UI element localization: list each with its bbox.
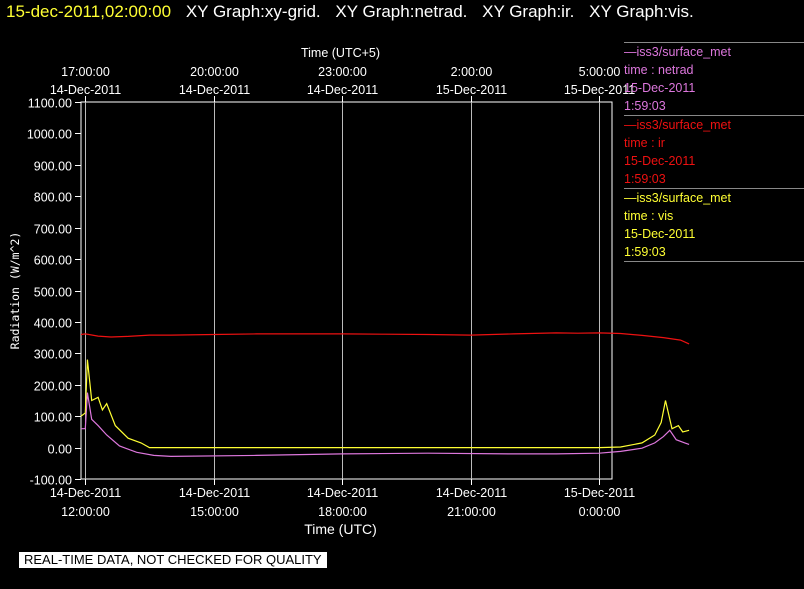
x-tick-label-time: 0:00:00: [579, 505, 621, 519]
legend-separator: [624, 115, 804, 116]
y-tick-label: 700.00: [34, 223, 72, 237]
legend: —iss3/surface_met time : netrad 15-Dec-2…: [624, 42, 804, 262]
legend-date: 15-Dec-2011: [624, 227, 696, 241]
header-graph-ir: XY Graph:ir.: [482, 2, 575, 21]
x-axis-label: Time (UTC): [304, 521, 377, 537]
x-tick-label-time: 12:00:00: [61, 505, 110, 519]
legend-entry-ir: —iss3/surface_met time : ir 15-Dec-2011 …: [624, 116, 804, 188]
x-top-axis-label: Time (UTC+5): [301, 46, 380, 60]
legend-separator: [624, 42, 804, 43]
x-top-tick-label-date: 15-Dec-2011: [564, 83, 635, 97]
legend-entry-netrad: —iss3/surface_met time : netrad 15-Dec-2…: [624, 43, 804, 115]
y-tick-label: -100.00: [30, 474, 72, 488]
header-datetime: 15-dec-2011,02:00:00: [6, 2, 172, 21]
legend-separator: [624, 188, 804, 189]
x-top-tick-label-time: 5:00:00: [579, 65, 621, 79]
series-line-netrad: [81, 392, 690, 458]
x-tick-label-time: 21:00:00: [447, 505, 496, 519]
y-tick-label: 200.00: [34, 380, 72, 394]
x-tick-label-time: 15:00:00: [190, 505, 239, 519]
x-tick-label-date: 15-Dec-2011: [564, 486, 635, 500]
legend-source: —iss3/surface_met: [624, 191, 731, 205]
y-tick-label: 900.00: [34, 160, 72, 174]
y-tick-label: 100.00: [34, 411, 72, 425]
header-graph-vis: XY Graph:vis.: [589, 2, 694, 21]
series-line-ir: [80, 332, 690, 345]
y-tick-label: 600.00: [34, 254, 72, 268]
y-tick-label: 0.00: [48, 443, 72, 457]
legend-source: —iss3/surface_met: [624, 45, 731, 59]
quality-notice: REAL-TIME DATA, NOT CHECKED FOR QUALITY: [19, 552, 327, 568]
x-top-tick-label-time: 17:00:00: [61, 65, 110, 79]
header-graph-grid: XY Graph:xy-grid.: [185, 2, 321, 21]
series-line-vis: [80, 359, 690, 449]
x-tick-label-date: 14-Dec-2011: [436, 486, 507, 500]
y-tick-label: 800.00: [34, 191, 72, 205]
legend-time: 1:59:03: [624, 172, 666, 186]
legend-time: 1:59:03: [624, 99, 666, 113]
x-top-tick-label-date: 14-Dec-2011: [307, 83, 378, 97]
y-tick-label: 300.00: [34, 348, 72, 362]
header: 15-dec-2011,02:00:00 XY Graph:xy-grid. X…: [6, 2, 704, 22]
plot-frame: [80, 101, 613, 480]
legend-source: —iss3/surface_met: [624, 118, 731, 132]
legend-variable: time : vis: [624, 209, 674, 223]
legend-date: 15-Dec-2011: [624, 154, 696, 168]
x-tick-label-date: 14-Dec-2011: [179, 486, 250, 500]
x-tick-label-time: 18:00:00: [318, 505, 367, 519]
legend-variable: time : ir: [624, 136, 665, 150]
legend-date: 15-Dec-2011: [624, 81, 696, 95]
x-top-tick-label-time: 23:00:00: [318, 65, 367, 79]
x-top-tick-label-date: 14-Dec-2011: [179, 83, 250, 97]
y-tick-label: 1000.00: [27, 128, 72, 142]
header-graph-netrad: XY Graph:netrad.: [335, 2, 468, 21]
x-top-tick-label-date: 15-Dec-2011: [436, 83, 507, 97]
y-tick-label: 500.00: [34, 286, 72, 300]
x-tick-label-date: 14-Dec-2011: [50, 486, 121, 500]
x-top-tick-label-time: 20:00:00: [190, 65, 239, 79]
legend-separator: [624, 261, 804, 262]
legend-entry-vis: —iss3/surface_met time : vis 15-Dec-2011…: [624, 189, 804, 261]
x-top-tick-label-time: 2:00:00: [451, 65, 493, 79]
legend-variable: time : netrad: [624, 63, 694, 77]
y-tick-label: 400.00: [34, 317, 72, 331]
legend-time: 1:59:03: [624, 245, 666, 259]
x-top-tick-label-date: 14-Dec-2011: [50, 83, 121, 97]
x-tick-label-date: 14-Dec-2011: [307, 486, 378, 500]
y-tick-label: 1100.00: [28, 97, 72, 111]
y-axis-label: Radiation (W/m^2): [8, 232, 22, 350]
